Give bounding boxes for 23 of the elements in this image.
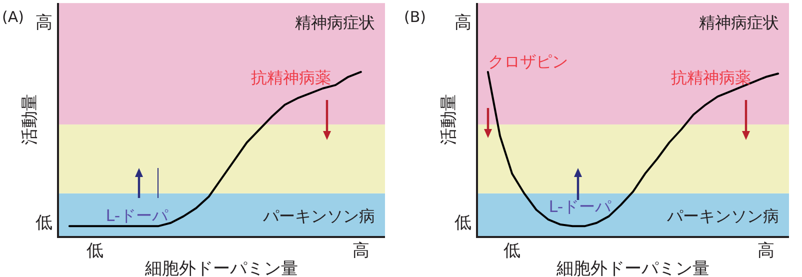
chart-title: (B): [404, 8, 426, 26]
x-axis-title: 細胞外ドーパミン量: [144, 259, 298, 277]
text: クロザピン: [488, 52, 568, 71]
text: 低: [36, 213, 52, 233]
band-label: 精神病症状: [699, 13, 779, 32]
x-axis-title: 細胞外ドーパミン量: [556, 259, 710, 277]
text: 低: [454, 213, 472, 233]
chart-title: (A): [2, 8, 24, 26]
band-label: 精神病症状: [295, 13, 375, 32]
y-axis-title: 活動量: [20, 94, 40, 145]
annotation: L-ドーパ: [548, 197, 612, 216]
annotation: 抗精神病薬: [251, 68, 331, 87]
band-label: パーキンソン病: [262, 206, 375, 226]
x-tick-label: 高: [352, 241, 370, 261]
annotation: L-ドーパ: [106, 206, 170, 225]
annotation: 抗精神病薬: [671, 68, 751, 87]
y-axis-title: 活動量: [439, 94, 459, 145]
x-tick-label: 低: [86, 241, 104, 261]
text: 高: [36, 13, 52, 33]
x-tick-label: 高: [757, 241, 774, 261]
text: 高: [454, 13, 472, 33]
band-label: パーキンソン病: [666, 206, 779, 226]
x-tick-label: 低: [504, 241, 521, 261]
